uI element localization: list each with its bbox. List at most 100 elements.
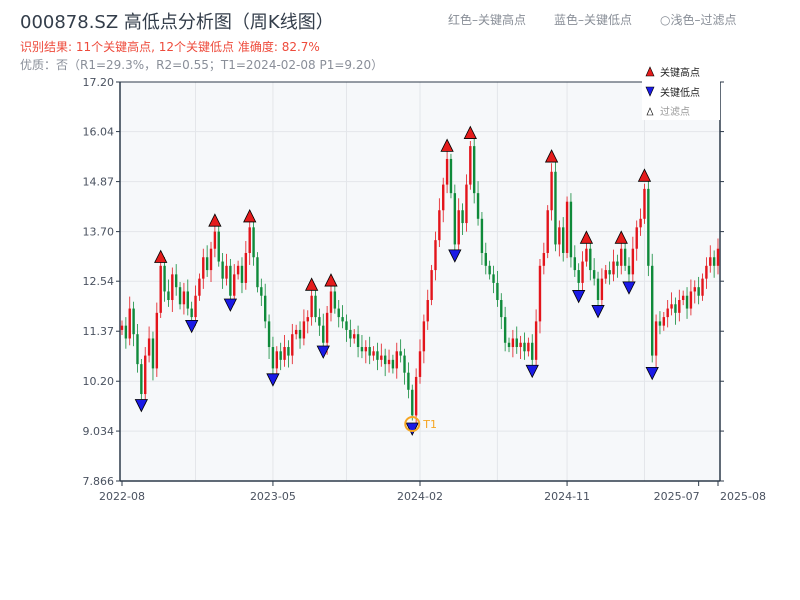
candle-body xyxy=(685,295,689,309)
candle-body xyxy=(620,248,623,266)
key-low-marker xyxy=(591,305,605,319)
candle-body xyxy=(546,210,549,253)
candle-body xyxy=(236,265,240,275)
candle-body xyxy=(608,270,611,275)
quality-summary: 优质：否（R1=29.3%，R2=0.55；T1=2024-02-08 P1=9… xyxy=(20,58,384,72)
candle-body xyxy=(120,325,124,330)
legend-filtered-label: 过滤点 xyxy=(660,105,690,118)
candle-body xyxy=(174,274,178,288)
candle-body xyxy=(469,146,472,185)
t1-circle xyxy=(404,415,421,432)
key-high-marker xyxy=(544,149,559,163)
candle-body xyxy=(372,351,375,356)
x-tick-label: 2025-07 xyxy=(654,490,700,503)
candle-body xyxy=(217,231,220,262)
candle-body xyxy=(465,184,468,224)
candle-body xyxy=(538,265,542,322)
y-tick-label: 9.034 xyxy=(83,425,115,438)
key-low-marker xyxy=(525,364,539,379)
candle-body xyxy=(341,317,344,322)
candle-body xyxy=(163,265,166,292)
candle-body xyxy=(681,295,685,301)
candle-body xyxy=(442,184,445,211)
candle-body xyxy=(627,265,631,275)
candle-body xyxy=(171,274,174,301)
y-tick-label: 14.87 xyxy=(83,176,115,189)
candle-body xyxy=(554,171,557,245)
candle-body xyxy=(542,252,546,266)
t1-label: T1 xyxy=(422,418,437,431)
candle-body xyxy=(318,317,321,326)
candle-body xyxy=(472,146,476,194)
key-low-marker xyxy=(223,298,238,312)
candle-body xyxy=(198,278,201,296)
candle-body xyxy=(476,193,480,219)
candle-body xyxy=(128,308,131,339)
candle-body xyxy=(666,308,669,318)
candle-body xyxy=(585,248,588,262)
candle-body xyxy=(240,265,244,283)
candle-body xyxy=(233,274,236,296)
candle-body xyxy=(500,300,503,318)
candle-body xyxy=(484,252,487,266)
candle-body xyxy=(387,359,391,365)
key-low-marker xyxy=(622,281,636,295)
candle-body xyxy=(430,270,433,301)
legend-low-icon xyxy=(645,86,655,97)
candle-body xyxy=(132,308,135,335)
candle-body xyxy=(701,278,704,296)
candle-body xyxy=(647,188,650,266)
candle-body xyxy=(596,278,600,301)
candle-body xyxy=(445,158,449,185)
candle-body xyxy=(213,231,217,249)
candle-body xyxy=(457,210,460,245)
candle-body xyxy=(651,265,654,356)
key-high-marker xyxy=(243,209,257,223)
candle-body xyxy=(383,355,387,365)
candle-body xyxy=(403,355,406,373)
candle-body xyxy=(414,376,418,416)
x-tick-label: 2025-08 xyxy=(720,490,766,503)
candle-body xyxy=(534,321,538,360)
candle-body xyxy=(550,171,553,211)
y-tick-label: 7.866 xyxy=(83,475,115,488)
legend-high-note: 红色–关键高点 xyxy=(448,13,527,27)
x-tick-label: 2024-11 xyxy=(544,490,590,503)
candle-body xyxy=(124,325,128,339)
candle-body xyxy=(678,300,681,313)
y-tick-label: 13.70 xyxy=(83,226,115,239)
key-low-marker xyxy=(134,399,148,413)
candle-body xyxy=(709,257,712,266)
candle-body xyxy=(356,334,360,348)
y-tick-label: 16.04 xyxy=(83,126,115,139)
candle-body xyxy=(573,257,577,271)
key-low-marker xyxy=(405,422,419,436)
candle-body xyxy=(155,312,159,369)
candle-body xyxy=(488,265,491,275)
candle-body xyxy=(511,338,515,348)
candle-body xyxy=(418,351,422,377)
legend-filtered-icon xyxy=(646,107,654,116)
candle-body xyxy=(712,257,716,266)
candle-body xyxy=(380,355,383,360)
candle-body xyxy=(291,334,294,356)
candle-body xyxy=(527,342,530,352)
key-high-marker xyxy=(614,230,628,244)
candle-body xyxy=(577,270,580,283)
candle-body xyxy=(531,342,534,360)
candle-body xyxy=(167,291,170,301)
candle-body xyxy=(209,248,213,271)
candle-body xyxy=(670,304,673,309)
candle-body xyxy=(589,248,592,271)
candle-body xyxy=(256,257,259,288)
key-high-marker xyxy=(324,273,338,287)
candle-body xyxy=(283,347,286,360)
candle-body xyxy=(314,295,317,318)
candle-body xyxy=(225,265,228,279)
candle-body xyxy=(523,342,526,352)
key-high-marker xyxy=(579,230,594,244)
candle-body xyxy=(190,308,193,318)
candle-body xyxy=(279,351,282,360)
legend-filtered-note: ○浅色–过滤点 xyxy=(660,13,737,27)
